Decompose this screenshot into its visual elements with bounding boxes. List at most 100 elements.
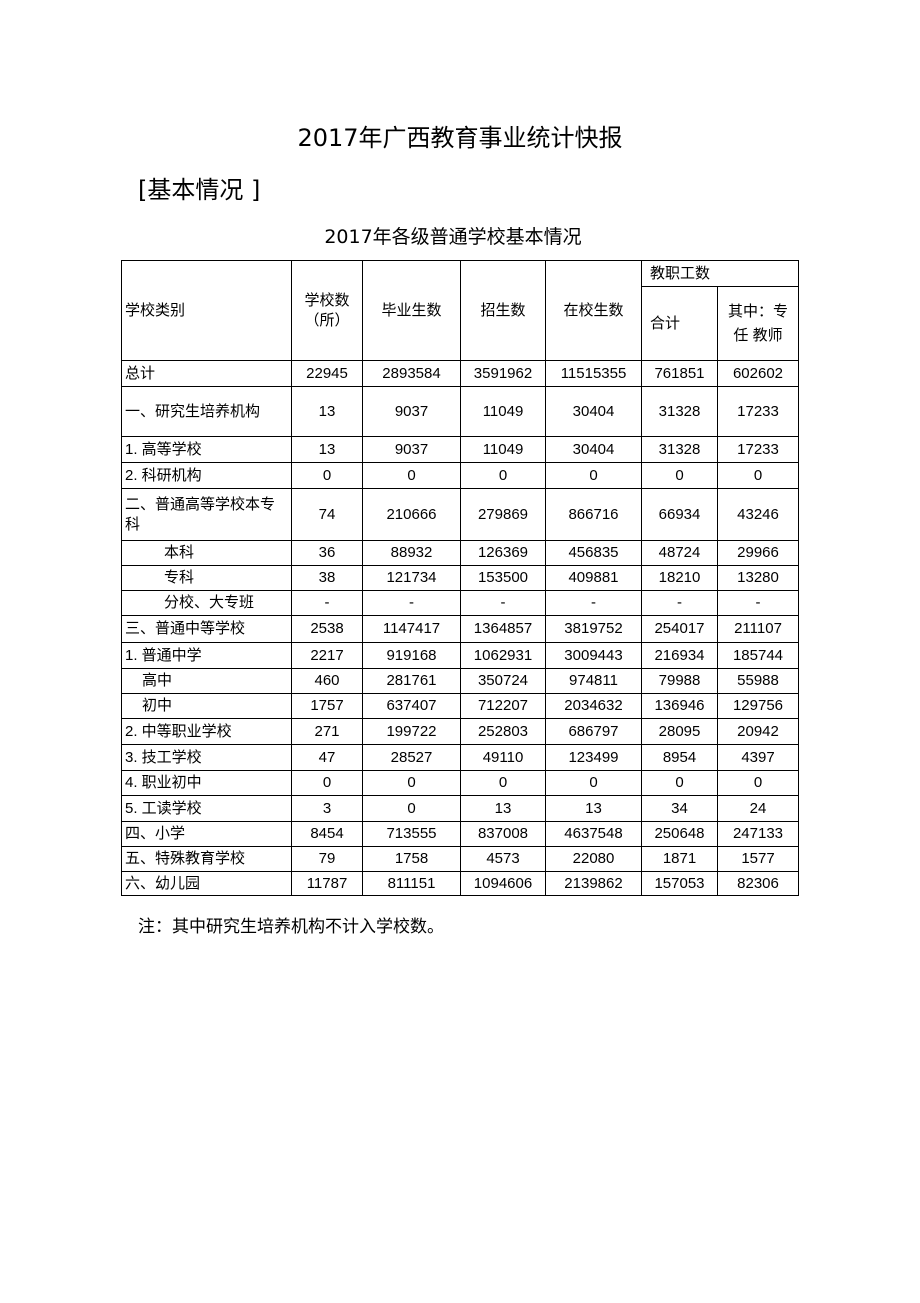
table-body: 总计 22945 2893584 3591962 11515355 761851 60260…	[121, 360, 799, 896]
cell-value: 761851	[641, 360, 718, 387]
cell-value: 1094606	[460, 871, 546, 896]
cell-value: 8954	[641, 744, 718, 771]
cell-value: 409881	[545, 565, 642, 591]
cell-value: 30404	[545, 436, 642, 463]
cell-value: 20942	[717, 718, 799, 745]
table-row: 2. 中等职业学校 271 199722 252803 686797 28095 20942	[121, 718, 799, 745]
header-category: 学校类别	[121, 260, 292, 361]
cell-value: 252803	[460, 718, 546, 745]
cell-value: 24	[717, 795, 799, 822]
row-label: 一、研究生培养机构	[121, 386, 292, 437]
row-label: 分校、大专班	[121, 590, 292, 616]
cell-value: 0	[291, 770, 363, 796]
cell-value: 1147417	[362, 615, 461, 643]
cell-value: 88932	[362, 540, 461, 566]
cell-value: 247133	[717, 821, 799, 847]
cell-value: 11049	[460, 386, 546, 437]
cell-value: 281761	[362, 668, 461, 694]
cell-value: 55988	[717, 668, 799, 694]
statistics-table: 学校类别 学校数（所） 毕业生数 招生数 在校生数 教职工数 合计 其中：专 任…	[121, 260, 799, 896]
table-row: 本科 36 88932 126369 456835 48724 29966	[121, 540, 799, 566]
row-label: 2. 中等职业学校	[121, 718, 292, 745]
cell-value: 4573	[460, 846, 546, 872]
row-label: 六、幼儿园	[121, 871, 292, 896]
cell-value: 0	[460, 770, 546, 796]
table-row: 专科 38 121734 153500 409881 18210 13280	[121, 565, 799, 591]
cell-value: 2538	[291, 615, 363, 643]
cell-value: 3591962	[460, 360, 546, 387]
row-label: 二、普通高等学校本专科	[121, 488, 292, 541]
table-row: 三、普通中等学校 2538 1147417 1364857 3819752 254017 2…	[121, 615, 799, 643]
cell-value: 79988	[641, 668, 718, 694]
cell-value: 11787	[291, 871, 363, 896]
table-row: 5. 工读学校 3 0 13 13 34 24	[121, 795, 799, 822]
cell-value: 11049	[460, 436, 546, 463]
cell-value: 28095	[641, 718, 718, 745]
cell-value: 0	[717, 770, 799, 796]
cell-value: 216934	[641, 642, 718, 669]
cell-value: 3819752	[545, 615, 642, 643]
cell-value: 28527	[362, 744, 461, 771]
cell-value: 0	[362, 795, 461, 822]
cell-value: 637407	[362, 693, 461, 719]
header-graduates: 毕业生数	[362, 260, 461, 361]
cell-value: 121734	[362, 565, 461, 591]
cell-value: 47	[291, 744, 363, 771]
cell-value: -	[641, 590, 718, 616]
cell-value: 66934	[641, 488, 718, 541]
cell-value: 13	[545, 795, 642, 822]
cell-value: 0	[460, 462, 546, 489]
cell-value: 79	[291, 846, 363, 872]
table-title: 2017年各级普通学校基本情况	[324, 226, 582, 248]
row-label: 初中	[121, 693, 292, 719]
cell-value: 713555	[362, 821, 461, 847]
cell-value: 271	[291, 718, 363, 745]
cell-value: 0	[291, 462, 363, 489]
cell-value: 31328	[641, 386, 718, 437]
table-row: 六、幼儿园 11787 811151 1094606 2139862 157053 8230…	[121, 871, 799, 896]
cell-value: 157053	[641, 871, 718, 896]
cell-value: 1757	[291, 693, 363, 719]
cell-value: -	[717, 590, 799, 616]
cell-value: 0	[717, 462, 799, 489]
cell-value: 686797	[545, 718, 642, 745]
cell-value: 866716	[545, 488, 642, 541]
cell-value: 211107	[717, 615, 799, 643]
table-row: 3. 技工学校 47 28527 49110 123499 8954 4397	[121, 744, 799, 771]
cell-value: 13	[291, 436, 363, 463]
cell-value: 43246	[717, 488, 799, 541]
cell-value: 11515355	[545, 360, 642, 387]
table-row: 五、特殊教育学校 79 1758 4573 22080 1871 1577	[121, 846, 799, 872]
cell-value: 185744	[717, 642, 799, 669]
header-staff: 教职工数	[641, 260, 799, 287]
cell-value: 1758	[362, 846, 461, 872]
row-label: 2. 科研机构	[121, 462, 292, 489]
header-staff-total: 合计	[641, 286, 718, 361]
cell-value: 123499	[545, 744, 642, 771]
cell-value: 34	[641, 795, 718, 822]
row-label: 专科	[121, 565, 292, 591]
cell-value: 0	[641, 770, 718, 796]
cell-value: 279869	[460, 488, 546, 541]
cell-value: 48724	[641, 540, 718, 566]
row-label: 本科	[121, 540, 292, 566]
cell-value: 22080	[545, 846, 642, 872]
cell-value: 456835	[545, 540, 642, 566]
cell-value: 13	[291, 386, 363, 437]
cell-value: 49110	[460, 744, 546, 771]
header-schools: 学校数（所）	[291, 260, 363, 361]
cell-value: 3	[291, 795, 363, 822]
cell-value: 2139862	[545, 871, 642, 896]
cell-value: -	[362, 590, 461, 616]
header-enrollment: 招生数	[460, 260, 546, 361]
cell-value: 1364857	[460, 615, 546, 643]
row-label: 总计	[121, 360, 292, 387]
section-heading: [基本情况 ]	[138, 176, 261, 204]
cell-value: 31328	[641, 436, 718, 463]
cell-value: 29966	[717, 540, 799, 566]
cell-value: 8454	[291, 821, 363, 847]
row-label: 三、普通中等学校	[121, 615, 292, 643]
table-row: 初中 1757 637407 712207 2034632 136946 129756	[121, 693, 799, 719]
cell-value: 13	[460, 795, 546, 822]
cell-value: 74	[291, 488, 363, 541]
